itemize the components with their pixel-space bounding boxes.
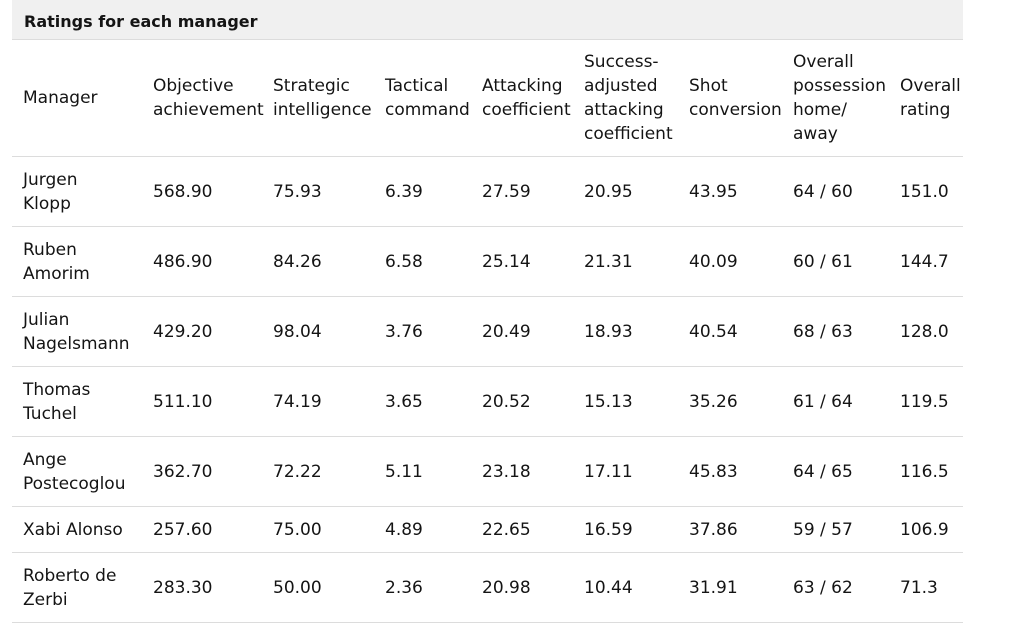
table-cell: 63 / 62 xyxy=(782,552,889,623)
table-row: Xabi Alonso 257.60 75.00 4.89 22.65 16.59 37.8… xyxy=(12,506,963,553)
manager-name-cell: Roberto de Zerbi xyxy=(12,552,142,623)
table-cell: 106.9 xyxy=(889,506,963,553)
column-header-success-adjusted-attacking-coefficient: Success- adjusted attacking coefficient xyxy=(573,40,678,157)
table-cell: 2.36 xyxy=(374,552,471,623)
manager-name-cell: Jurgen Klopp xyxy=(12,156,142,227)
table-cell: 486.90 xyxy=(142,226,262,297)
column-header-strategic-intelligence: Strategic intelligence xyxy=(262,40,374,157)
table-row: Thomas Tuchel 511.10 74.19 3.65 20.52 15.13 35… xyxy=(12,366,963,437)
table-cell: 144.7 xyxy=(889,226,963,297)
table-cell: 23.18 xyxy=(471,436,573,507)
table-cell: 3.65 xyxy=(374,366,471,437)
table-cell: 568.90 xyxy=(142,156,262,227)
table-cell: 64 / 60 xyxy=(782,156,889,227)
table-cell: 257.60 xyxy=(142,506,262,553)
table-cell: 17.11 xyxy=(573,436,678,507)
table-cell: 75.00 xyxy=(262,506,374,553)
table-cell: 45.83 xyxy=(678,436,782,507)
table-cell: 5.11 xyxy=(374,436,471,507)
table-cell: 511.10 xyxy=(142,366,262,437)
table-cell: 74.19 xyxy=(262,366,374,437)
table-cell: 128.0 xyxy=(889,296,963,367)
manager-name-cell: Ange Postecoglou xyxy=(12,436,142,507)
table-cell: 20.95 xyxy=(573,156,678,227)
table-cell: 18.93 xyxy=(573,296,678,367)
table-cell: 429.20 xyxy=(142,296,262,367)
table-cell: 64 / 65 xyxy=(782,436,889,507)
ratings-table: Manager Objective achievement Strategic … xyxy=(12,40,963,623)
table-cell: 6.58 xyxy=(374,226,471,297)
manager-name-cell: Xabi Alonso xyxy=(12,506,142,553)
manager-name-cell: Thomas Tuchel xyxy=(12,366,142,437)
column-header-attacking-coefficient: Attacking coefficient xyxy=(471,40,573,157)
table-cell: 50.00 xyxy=(262,552,374,623)
table-cell: 31.91 xyxy=(678,552,782,623)
table-cell: 84.26 xyxy=(262,226,374,297)
table-cell: 20.98 xyxy=(471,552,573,623)
table-cell: 98.04 xyxy=(262,296,374,367)
table-cell: 60 / 61 xyxy=(782,226,889,297)
table-cell: 20.52 xyxy=(471,366,573,437)
table-cell: 43.95 xyxy=(678,156,782,227)
table-cell: 15.13 xyxy=(573,366,678,437)
table-cell: 10.44 xyxy=(573,552,678,623)
table-row: Jurgen Klopp 568.90 75.93 6.39 27.59 20.95 43.… xyxy=(12,156,963,227)
table-cell: 71.3 xyxy=(889,552,963,623)
table-cell: 75.93 xyxy=(262,156,374,227)
table-cell: 37.86 xyxy=(678,506,782,553)
table-header-row: Manager Objective achievement Strategic … xyxy=(12,40,963,157)
table-cell: 116.5 xyxy=(889,436,963,507)
table-cell: 20.49 xyxy=(471,296,573,367)
table-cell: 21.31 xyxy=(573,226,678,297)
table-cell: 35.26 xyxy=(678,366,782,437)
table-cell: 25.14 xyxy=(471,226,573,297)
table-row: Ruben Amorim 486.90 84.26 6.58 25.14 21.31 40.… xyxy=(12,226,963,297)
manager-name-cell: Ruben Amorim xyxy=(12,226,142,297)
table-cell: 22.65 xyxy=(471,506,573,553)
column-header-overall-possession: Overall possession home/ away xyxy=(782,40,889,157)
column-header-overall-rating: Overall rating xyxy=(889,40,963,157)
column-header-shot-conversion: Shot conversion xyxy=(678,40,782,157)
table-cell: 40.09 xyxy=(678,226,782,297)
column-header-objective-achievement: Objective achievement xyxy=(142,40,264,157)
table-cell: 4.89 xyxy=(374,506,471,553)
table-title: Ratings for each manager xyxy=(12,0,963,40)
table-row: Ange Postecoglou 362.70 72.22 5.11 23.18 17.1… xyxy=(12,436,963,507)
table-cell: 16.59 xyxy=(573,506,678,553)
table-cell: 68 / 63 xyxy=(782,296,889,367)
table-cell: 119.5 xyxy=(889,366,963,437)
table-cell: 6.39 xyxy=(374,156,471,227)
table-row: Julian Nagelsmann 429.20 98.04 3.76 20.49 18.… xyxy=(12,296,963,367)
table-cell: 27.59 xyxy=(471,156,573,227)
table-cell: 3.76 xyxy=(374,296,471,367)
ratings-table-container: Ratings for each manager Manager Objecti… xyxy=(12,0,963,623)
table-cell: 362.70 xyxy=(142,436,262,507)
manager-name-cell: Julian Nagelsmann xyxy=(12,296,142,367)
table-cell: 40.54 xyxy=(678,296,782,367)
table-cell: 72.22 xyxy=(262,436,374,507)
table-cell: 283.30 xyxy=(142,552,262,623)
table-row: Roberto de Zerbi 283.30 50.00 2.36 20.98 10.4… xyxy=(12,552,963,623)
table-cell: 59 / 57 xyxy=(782,506,889,553)
table-cell: 151.0 xyxy=(889,156,963,227)
column-header-tactical-command: Tactical command xyxy=(374,40,471,157)
table-body: Jurgen Klopp 568.90 75.93 6.39 27.59 20.95 43.… xyxy=(12,156,963,623)
table-cell: 61 / 64 xyxy=(782,366,889,437)
column-header-manager: Manager xyxy=(12,40,142,157)
